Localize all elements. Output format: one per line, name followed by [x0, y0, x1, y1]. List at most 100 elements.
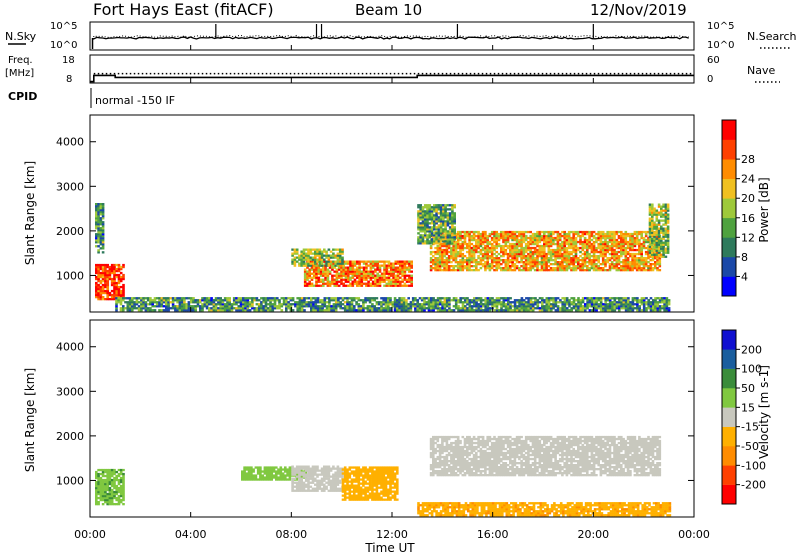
- data-cell: [427, 303, 431, 306]
- data-cell: [252, 478, 255, 481]
- data-cell: [592, 257, 596, 260]
- data-cell: [513, 250, 517, 254]
- data-cell: [187, 301, 191, 304]
- data-cell: [657, 211, 661, 214]
- data-cell: [365, 264, 368, 267]
- data-cell: [645, 307, 648, 310]
- data-cell: [470, 299, 474, 302]
- data-cell: [95, 205, 98, 208]
- data-cell: [434, 263, 437, 266]
- data-cell: [264, 305, 268, 308]
- data-cell: [452, 305, 456, 308]
- data-cell: [295, 252, 299, 255]
- data-cell: [291, 258, 294, 261]
- data-cell: [586, 301, 589, 304]
- data-cell: [375, 307, 379, 310]
- data-cell: [248, 297, 252, 300]
- data-cell: [122, 503, 125, 506]
- data-cell: [95, 225, 98, 228]
- data-cell: [104, 277, 107, 281]
- data-cell: [277, 478, 280, 481]
- data-cell: [423, 307, 426, 310]
- data-cell: [365, 274, 368, 277]
- data-cell: [317, 284, 321, 287]
- data-cell: [654, 305, 657, 308]
- data-cell: [454, 257, 458, 260]
- data-cell: [167, 305, 170, 308]
- data-cell: [439, 214, 443, 217]
- data-cell: [472, 248, 476, 252]
- data-cell: [230, 303, 234, 306]
- data-cell: [579, 240, 582, 244]
- data-cell: [327, 256, 331, 259]
- data-cell: [536, 257, 539, 260]
- data-cell: [558, 267, 562, 270]
- data-cell: [108, 273, 112, 277]
- data-cell: [432, 309, 435, 312]
- data-cell: [466, 257, 469, 260]
- data-cell: [604, 238, 607, 242]
- data-cell: [330, 305, 333, 308]
- data-cell: [126, 303, 130, 306]
- data-cell: [633, 238, 637, 242]
- data-cell: [511, 242, 514, 246]
- data-cell: [477, 234, 480, 238]
- data-cell: [482, 303, 485, 306]
- data-cell: [325, 256, 328, 259]
- data-cell: [403, 262, 407, 265]
- data-cell: [380, 278, 384, 281]
- data-cell: [507, 299, 510, 302]
- data-cell: [636, 309, 639, 312]
- data-cell: [328, 307, 331, 310]
- data-cell: [660, 243, 663, 246]
- data-cell: [507, 307, 510, 310]
- data-cell: [104, 468, 107, 472]
- data-cell: [300, 489, 303, 492]
- data-cell: [295, 475, 299, 478]
- data-cell: [303, 272, 307, 275]
- data-cell: [631, 238, 634, 242]
- data-cell: [305, 305, 308, 308]
- data-cell: [106, 468, 109, 472]
- data-cell: [572, 299, 576, 302]
- data-cell: [577, 267, 580, 270]
- data-cell: [303, 270, 307, 273]
- data-cell: [552, 269, 555, 272]
- data-cell: [642, 257, 646, 260]
- data-cell: [270, 470, 273, 473]
- data-cell: [108, 472, 112, 476]
- data-cell: [101, 474, 105, 478]
- data-cell: [430, 222, 434, 225]
- data-cell: [586, 244, 589, 248]
- data-cell: [122, 494, 125, 498]
- data-cell: [504, 248, 508, 252]
- data-cell: [293, 250, 297, 253]
- data-cell: [524, 248, 528, 252]
- data-cell: [95, 265, 98, 269]
- data-cell: [601, 240, 605, 244]
- data-cell: [586, 265, 589, 268]
- data-cell: [642, 309, 646, 312]
- data-cell: [475, 244, 478, 248]
- data-cell: [572, 230, 575, 234]
- data-cell: [396, 301, 399, 304]
- data-cell: [101, 488, 105, 492]
- data-cell: [657, 235, 661, 238]
- data-cell: [424, 222, 427, 225]
- data-cell: [265, 472, 269, 475]
- data-cell: [407, 309, 410, 312]
- data-cell: [242, 305, 245, 308]
- data-cell: [95, 275, 98, 279]
- data-cell: [663, 305, 666, 308]
- data-cell: [658, 309, 662, 312]
- data-cell: [640, 309, 644, 312]
- data-cell: [113, 271, 116, 275]
- data-cell: [378, 260, 382, 263]
- data-cell: [645, 301, 648, 304]
- data-cell: [417, 206, 420, 209]
- data-cell: [529, 242, 532, 246]
- data-cell: [433, 232, 436, 235]
- data-cell: [495, 238, 498, 242]
- data-cell: [284, 466, 287, 469]
- data-cell: [298, 489, 301, 492]
